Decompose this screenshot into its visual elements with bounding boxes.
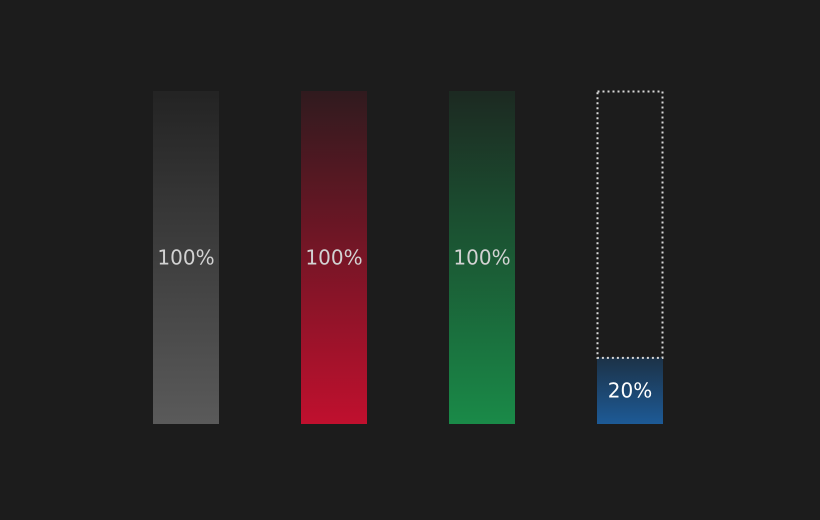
bar-4: [597, 357, 663, 424]
bar-3: [449, 91, 515, 424]
bar-1-label: 100%: [157, 246, 214, 270]
bar-1: [153, 91, 219, 424]
data-labels: 100% 100% 100% 20%: [157, 246, 652, 403]
bars: [153, 91, 663, 424]
bar-2-label: 100%: [305, 246, 362, 270]
bar-2: [301, 91, 367, 424]
bar-3-label: 100%: [453, 246, 510, 270]
bar-4-label: 20%: [608, 379, 652, 403]
